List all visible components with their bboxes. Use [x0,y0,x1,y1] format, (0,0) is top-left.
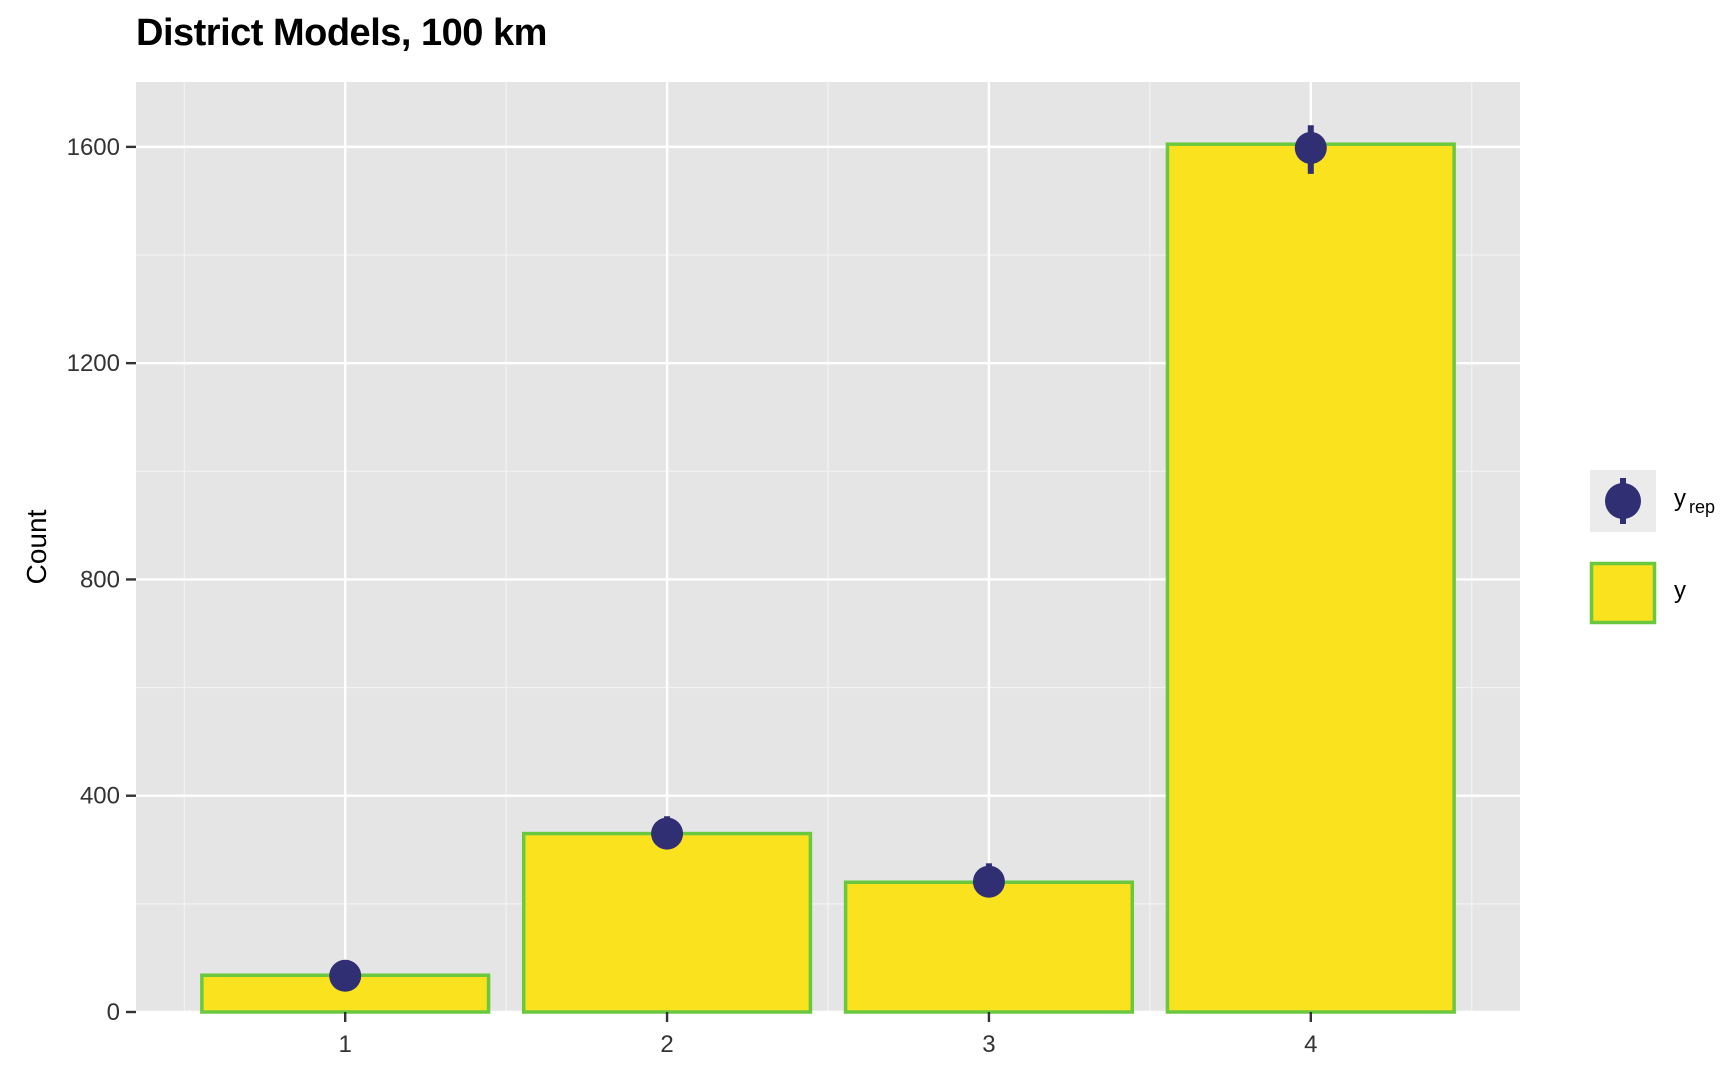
bar-4 [1165,142,1456,1014]
y-tick-label: 400 [80,783,120,810]
y-tick-label: 1200 [67,350,120,377]
legend: y rep y [1589,470,1715,625]
legend-label-y: y [1674,577,1686,604]
x-tick-label: 4 [1304,1031,1317,1058]
yrep-point-2 [651,817,684,850]
bar-series [200,142,1456,1014]
bar-3 [843,880,1135,1014]
y-tick-label: 800 [80,566,120,593]
legend-key-y [1589,561,1657,625]
bar-2 [521,831,813,1014]
yrep-point-3 [972,865,1005,898]
y-tick-label: 1600 [67,134,120,161]
legend-yrep-point [1605,483,1641,519]
chart-title: District Models, 100 km [136,12,547,54]
y-axis-title: Count [21,509,52,584]
x-axis: 1 2 3 4 [339,1012,1317,1058]
y-tick-label: 0 [107,999,120,1026]
x-tick-label: 1 [339,1031,352,1058]
legend-label-yrep: y rep [1674,485,1715,517]
yrep-point-1 [329,959,362,992]
x-tick-label: 3 [982,1031,995,1058]
y-axis: 0 400 800 1200 1600 [67,134,136,1026]
yrep-point-4 [1294,131,1327,164]
x-tick-label: 2 [660,1031,673,1058]
point-series [329,125,1327,992]
